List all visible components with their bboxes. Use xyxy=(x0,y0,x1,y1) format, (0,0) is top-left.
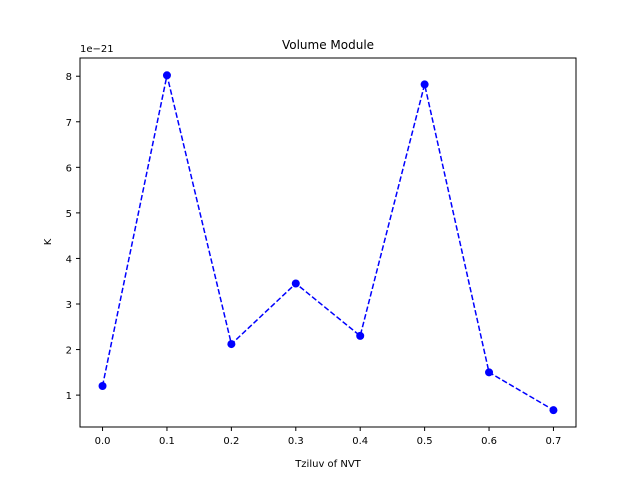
y-tick-label: 5 xyxy=(66,209,72,220)
data-point xyxy=(162,71,171,80)
y-tick-label: 8 xyxy=(66,72,72,83)
data-point xyxy=(356,331,365,340)
y-tick-label: 2 xyxy=(66,346,72,357)
y-tick-label: 4 xyxy=(66,254,72,265)
x-tick-label: 0.1 xyxy=(159,436,175,447)
data-point xyxy=(549,406,558,415)
series-line xyxy=(101,75,554,411)
x-tick-label: 0.2 xyxy=(223,436,239,447)
y-axis-label: K xyxy=(43,238,54,245)
x-tick-label: 0.5 xyxy=(417,436,433,447)
data-point xyxy=(291,279,300,288)
data-point xyxy=(98,382,107,390)
y-tick-label: 6 xyxy=(66,163,72,174)
data-point xyxy=(420,80,429,89)
y-tick-label: 3 xyxy=(66,300,72,311)
data-point xyxy=(485,368,494,377)
y-tick-label: 7 xyxy=(66,118,72,129)
x-tick-label: 0.4 xyxy=(352,436,368,447)
x-tick-label: 0.0 xyxy=(95,436,111,447)
plot-area: 0.0 0.1 0.2 0.3 0.4 0.5 0.6 0.7 1 2 3 4 5 6 7 8 xyxy=(66,57,577,447)
chart-title: Volume Module xyxy=(282,38,374,52)
y-offset-text: 1e−21 xyxy=(80,44,114,55)
plot-frame xyxy=(79,57,577,428)
x-axis-label: Tziluv of NVT xyxy=(294,459,361,470)
y-tick-label: 1 xyxy=(66,391,72,402)
x-tick-label: 0.6 xyxy=(481,436,497,447)
data-point xyxy=(227,340,236,349)
x-tick-label: 0.3 xyxy=(288,436,304,447)
x-tick-label: 0.7 xyxy=(546,436,562,447)
